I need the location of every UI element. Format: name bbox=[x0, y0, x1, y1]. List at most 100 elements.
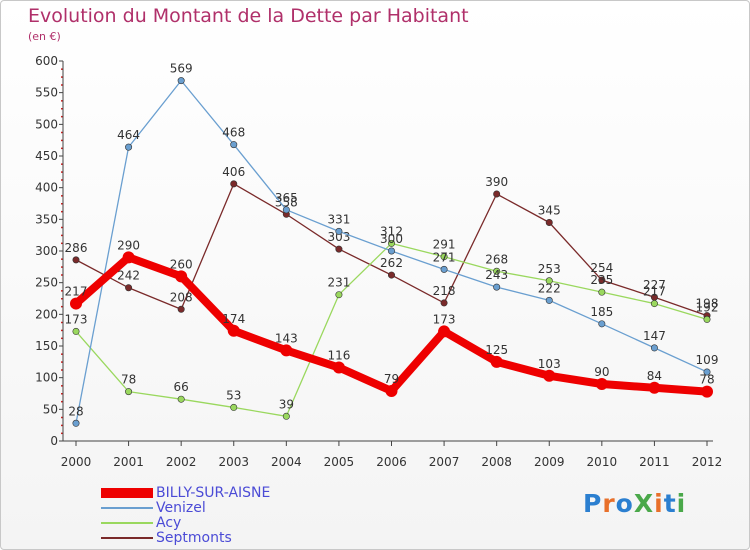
data-label: 290 bbox=[117, 238, 140, 252]
data-point bbox=[438, 325, 451, 338]
data-label: 173 bbox=[433, 312, 456, 326]
x-tick-label: 2004 bbox=[271, 455, 302, 469]
data-label: 116 bbox=[327, 349, 350, 363]
data-point bbox=[545, 219, 553, 227]
data-label: 291 bbox=[433, 238, 456, 252]
data-point bbox=[177, 77, 185, 85]
y-minor-tick bbox=[61, 274, 63, 276]
y-tick-label: 600 bbox=[35, 54, 58, 68]
data-point bbox=[125, 143, 133, 151]
data-point bbox=[440, 265, 448, 273]
x-tick-label: 2007 bbox=[429, 455, 460, 469]
data-label: 208 bbox=[170, 290, 193, 304]
data-point bbox=[230, 141, 238, 149]
data-label: 365 bbox=[275, 191, 298, 205]
y-minor-tick bbox=[61, 171, 63, 173]
data-point bbox=[598, 288, 606, 296]
y-minor-tick bbox=[61, 369, 63, 371]
data-label: 192 bbox=[696, 300, 719, 314]
data-label: 243 bbox=[485, 268, 508, 282]
y-tick-label: 550 bbox=[35, 86, 58, 100]
data-label: 28 bbox=[68, 404, 83, 418]
y-minor-tick bbox=[61, 353, 63, 355]
y-minor-tick bbox=[61, 100, 63, 102]
y-minor-tick bbox=[61, 258, 63, 260]
legend-swatch-venizel bbox=[101, 506, 153, 509]
y-minor-tick bbox=[61, 76, 63, 78]
data-point bbox=[598, 320, 606, 328]
y-minor-tick bbox=[61, 163, 63, 165]
data-point bbox=[72, 327, 80, 335]
chart-title: Evolution du Montant de la Dette par Hab… bbox=[28, 5, 469, 27]
data-point bbox=[280, 344, 293, 357]
data-point bbox=[282, 412, 290, 420]
y-minor-tick bbox=[61, 337, 63, 340]
data-point bbox=[70, 297, 82, 310]
data-label: 185 bbox=[590, 305, 613, 319]
data-label: 90 bbox=[594, 365, 609, 379]
data-point bbox=[493, 283, 501, 291]
data-point bbox=[545, 277, 553, 285]
data-point bbox=[598, 276, 606, 284]
data-point bbox=[440, 299, 448, 307]
data-label: 79 bbox=[384, 372, 399, 386]
data-label: 569 bbox=[170, 62, 193, 76]
legend-label-venizel: Venizel bbox=[156, 499, 206, 516]
data-label: 217 bbox=[643, 285, 666, 299]
y-minor-tick bbox=[61, 432, 63, 435]
y-minor-tick bbox=[61, 361, 63, 363]
data-label: 406 bbox=[222, 165, 245, 179]
data-point bbox=[387, 271, 395, 279]
data-label: 271 bbox=[433, 250, 456, 264]
legend-item: Acy bbox=[101, 514, 270, 531]
data-point bbox=[125, 284, 133, 292]
x-tick-label: 2006 bbox=[376, 455, 407, 469]
data-label: 358 bbox=[275, 195, 298, 209]
data-point bbox=[701, 385, 713, 398]
y-tick-label: 300 bbox=[35, 244, 58, 258]
data-label: 66 bbox=[174, 380, 189, 394]
legend-label-septmonts: Septmonts bbox=[156, 529, 232, 546]
x-tick-label: 2011 bbox=[639, 455, 670, 469]
data-point bbox=[385, 384, 398, 397]
data-label: 173 bbox=[65, 312, 88, 326]
data-label: 235 bbox=[590, 273, 613, 287]
legend-swatch-septmonts bbox=[101, 536, 153, 539]
y-minor-tick bbox=[61, 329, 63, 332]
data-point bbox=[440, 253, 448, 261]
y-minor-tick bbox=[61, 416, 63, 419]
x-tick-label: 2012 bbox=[692, 455, 723, 469]
x-tick-label: 2001 bbox=[113, 455, 144, 469]
data-point bbox=[282, 206, 290, 214]
legend-label-billy: BILLY-SUR-AISNE bbox=[156, 484, 271, 501]
data-point bbox=[387, 239, 395, 247]
data-point bbox=[703, 315, 711, 323]
data-point bbox=[175, 270, 188, 283]
data-label: 242 bbox=[117, 269, 140, 283]
data-label: 253 bbox=[538, 262, 561, 276]
y-minor-tick bbox=[61, 179, 63, 181]
data-label: 345 bbox=[538, 204, 561, 218]
data-point bbox=[490, 355, 503, 368]
data-label: 390 bbox=[485, 175, 508, 189]
x-tick-label: 2008 bbox=[481, 455, 512, 469]
data-point bbox=[227, 324, 240, 337]
y-minor-tick bbox=[61, 385, 63, 387]
data-point bbox=[335, 291, 343, 299]
legend-label-acy: Acy bbox=[156, 514, 182, 531]
data-label: 300 bbox=[380, 232, 403, 246]
data-label: 217 bbox=[65, 285, 88, 299]
data-label: 227 bbox=[643, 278, 666, 292]
data-label: 125 bbox=[485, 343, 508, 357]
data-label: 312 bbox=[380, 224, 403, 238]
data-point bbox=[493, 190, 501, 198]
unit-label: (en €) bbox=[28, 30, 61, 43]
data-label: 147 bbox=[643, 329, 666, 343]
y-minor-tick bbox=[61, 210, 63, 213]
data-point bbox=[493, 267, 501, 275]
data-point bbox=[332, 361, 345, 374]
legend-item: Venizel bbox=[101, 499, 270, 516]
x-tick-label: 2005 bbox=[324, 455, 355, 469]
data-point bbox=[648, 381, 661, 394]
